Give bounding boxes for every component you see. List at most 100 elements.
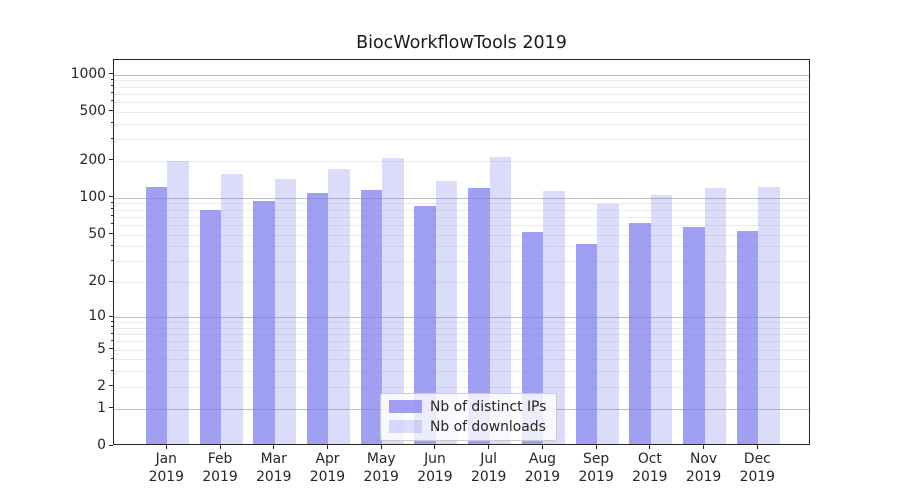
minor-gridline-90 [114, 203, 809, 205]
legend-item-downloads: Nb of downloads [389, 418, 546, 436]
y-minor-tick-7 [110, 332, 113, 334]
y-minor-tick-700 [110, 92, 113, 94]
minor-gridline-700 [114, 93, 809, 95]
bar-downloads-may [382, 157, 404, 444]
bar-downloads-oct [650, 195, 673, 444]
bar-distinct-ips-dec [736, 230, 759, 444]
y-minor-tick-40 [110, 244, 113, 246]
y-minor-tick-300 [110, 137, 113, 139]
bar-downloads-sep [597, 203, 619, 444]
minor-gridline-50 [114, 234, 809, 236]
bar-downloads-dec [758, 186, 780, 444]
x-tick-label-jun: Jun 2019 [417, 451, 453, 485]
y-tick-10 [109, 315, 113, 317]
y-tick-label-2: 2 [97, 377, 106, 394]
x-tick-apr [326, 445, 328, 449]
plot-area: Nb of distinct IPs Nb of downloads [113, 59, 810, 445]
y-tick-500 [109, 110, 113, 112]
minor-gridline-8 [114, 327, 809, 329]
legend-swatch-downloads [389, 420, 422, 434]
bar-distinct-ips-jun [414, 205, 436, 444]
minor-gridline-80 [114, 209, 809, 211]
y-tick-label-1000: 1000 [70, 65, 106, 82]
minor-gridline-30 [114, 261, 809, 263]
bar-distinct-ips-jan [145, 187, 168, 444]
y-tick-label-20: 20 [88, 273, 106, 290]
x-tick-jul [488, 445, 490, 449]
y-tick-0 [109, 444, 113, 446]
minor-gridline-600 [114, 101, 809, 103]
y-tick-label-500: 500 [79, 102, 106, 119]
legend-label-distinct-ips: Nb of distinct IPs [430, 398, 547, 415]
x-tick-label-oct: Oct 2019 [632, 451, 668, 485]
y-tick-20 [109, 280, 113, 282]
bar-downloads-jul [489, 157, 512, 444]
minor-gridline-9 [114, 322, 809, 324]
y-tick-label-100: 100 [79, 188, 106, 205]
legend-label-downloads: Nb of downloads [430, 418, 546, 435]
x-tick-label-aug: Aug 2019 [524, 451, 561, 485]
minor-gridline-900 [114, 80, 809, 82]
x-tick-oct [649, 445, 651, 449]
y-tick-1 [109, 407, 113, 409]
minor-gridline-2 [114, 386, 809, 388]
bar-distinct-ips-mar [253, 200, 275, 444]
y-tick-2 [109, 385, 113, 387]
y-tick-1000 [109, 73, 113, 75]
y-minor-tick-900 [110, 78, 113, 80]
x-tick-dec [756, 445, 758, 449]
minor-gridline-70 [114, 216, 809, 218]
minor-gridline-60 [114, 224, 809, 226]
bar-downloads-mar [274, 179, 297, 444]
y-minor-tick-400 [110, 122, 113, 124]
y-minor-tick-70 [110, 215, 113, 217]
y-tick-label-1: 1 [97, 399, 106, 416]
x-tick-label-may: May 2019 [363, 451, 399, 485]
chart-title: BiocWorkflowTools 2019 [356, 33, 567, 53]
minor-gridline-5 [114, 349, 809, 351]
y-minor-tick-4 [110, 357, 113, 359]
y-minor-tick-30 [110, 259, 113, 261]
minor-gridline-6 [114, 341, 809, 343]
legend: Nb of distinct IPs Nb of downloads [380, 393, 558, 441]
minor-gridline-3 [114, 371, 809, 373]
minor-gridline-200 [114, 160, 809, 162]
minor-gridline-40 [114, 246, 809, 248]
bar-distinct-ips-oct [629, 222, 651, 444]
minor-gridline-800 [114, 86, 809, 88]
major-gridline-10 [114, 317, 809, 319]
x-tick-aug [541, 445, 543, 449]
y-minor-tick-600 [110, 100, 113, 102]
bar-downloads-jun [435, 181, 458, 444]
bar-downloads-jan [167, 161, 189, 444]
x-tick-mar [273, 445, 275, 449]
x-tick-jan [165, 445, 167, 449]
legend-item-distinct-ips: Nb of distinct IPs [389, 398, 546, 416]
y-tick-label-0: 0 [97, 437, 106, 453]
y-tick-label-5: 5 [97, 340, 106, 357]
minor-gridline-500 [114, 111, 809, 113]
major-gridline-100 [114, 197, 809, 199]
bar-downloads-nov [704, 188, 727, 444]
y-tick-50 [109, 233, 113, 235]
x-tick-label-dec: Dec 2019 [739, 451, 775, 485]
x-tick-feb [219, 445, 221, 449]
y-minor-tick-60 [110, 223, 113, 225]
x-tick-label-mar: Mar 2019 [256, 451, 292, 485]
x-tick-label-sep: Sep 2019 [578, 451, 614, 485]
bar-distinct-ips-may [360, 189, 383, 444]
y-minor-tick-90 [110, 201, 113, 203]
y-tick-200 [109, 159, 113, 161]
x-tick-nov [703, 445, 705, 449]
x-tick-label-jan: Jan 2019 [148, 451, 184, 485]
minor-gridline-7 [114, 334, 809, 336]
minor-gridline-20 [114, 282, 809, 284]
y-minor-tick-80 [110, 208, 113, 210]
bar-distinct-ips-nov [683, 226, 705, 444]
minor-gridline-4 [114, 359, 809, 361]
y-tick-label-10: 10 [88, 308, 106, 325]
x-tick-label-nov: Nov 2019 [685, 451, 722, 485]
bar-distinct-ips-aug [521, 231, 544, 444]
x-tick-label-apr: Apr 2019 [309, 451, 346, 485]
